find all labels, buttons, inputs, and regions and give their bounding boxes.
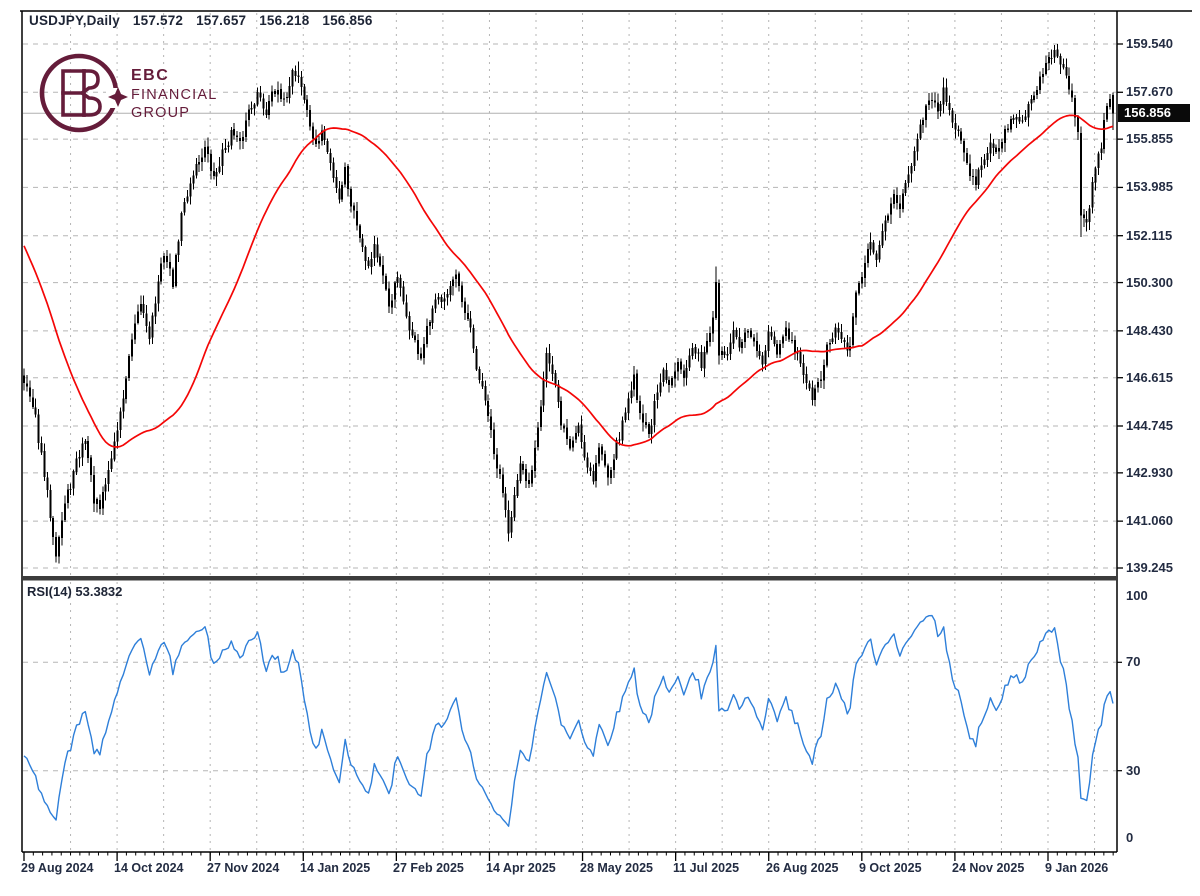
quote-close: 156.856 <box>322 13 373 28</box>
price-axis-label: 146.615 <box>1126 370 1173 385</box>
price-axis-label: 141.060 <box>1126 513 1173 528</box>
date-axis-label: 9 Oct 2025 <box>859 861 922 875</box>
date-axis-label: 29 Aug 2024 <box>21 861 94 875</box>
date-axis-label: 27 Nov 2024 <box>207 861 280 875</box>
price-axis-label: 157.670 <box>1126 84 1173 99</box>
price-axis-label: 142.930 <box>1126 465 1173 480</box>
logo-text-ebc: EBC <box>131 67 169 84</box>
symbol-period-label: USDJPY,Daily <box>29 13 120 28</box>
rsi-axis-label: 70 <box>1126 654 1141 669</box>
date-axis-label: 11 Jul 2025 <box>673 861 740 875</box>
rsi-indicator-label: RSI(14) 53.3832 <box>27 584 123 599</box>
date-axis-label: 14 Apr 2025 <box>486 861 556 875</box>
brand-logo: EBC FINANCIAL GROUP <box>39 53 218 133</box>
rsi-axis-label: 30 <box>1126 763 1141 778</box>
logo-text-financial: FINANCIAL <box>131 87 218 103</box>
date-axis-label: 27 Feb 2025 <box>393 861 464 875</box>
date-axis-label: 9 Jan 2026 <box>1045 861 1109 875</box>
quote-low: 156.218 <box>259 13 310 28</box>
rsi-axis-label: 0 <box>1126 830 1134 845</box>
date-axis-label: 26 Aug 2025 <box>766 861 839 875</box>
price-axis-label: 153.985 <box>1126 179 1173 194</box>
quote-header: USDJPY,Daily 157.572 157.657 156.218 156… <box>29 13 382 28</box>
logo-text-group: GROUP <box>131 105 190 121</box>
price-axis-label: 159.540 <box>1126 36 1173 51</box>
price-axis-label: 150.300 <box>1126 275 1173 290</box>
price-axis-label: 155.855 <box>1126 131 1173 146</box>
date-axis-label: 28 May 2025 <box>580 861 653 875</box>
date-axis-label: 14 Jan 2025 <box>300 861 371 875</box>
date-axis-label: 24 Nov 2025 <box>952 861 1025 875</box>
quote-high: 157.657 <box>196 13 247 28</box>
price-axis-label: 144.745 <box>1126 418 1173 433</box>
price-axis-label: 139.245 <box>1126 560 1173 575</box>
price-axis-label: 148.430 <box>1126 323 1173 338</box>
rsi-axis-label: 100 <box>1126 588 1148 603</box>
price-axis-label: 152.115 <box>1126 228 1173 243</box>
quote-open: 157.572 <box>132 13 184 28</box>
current-price-tag: 156.856 <box>1118 104 1190 122</box>
logo-monogram <box>61 69 102 117</box>
sparkle-icon <box>108 87 128 107</box>
date-axis-label: 14 Oct 2024 <box>114 861 184 875</box>
